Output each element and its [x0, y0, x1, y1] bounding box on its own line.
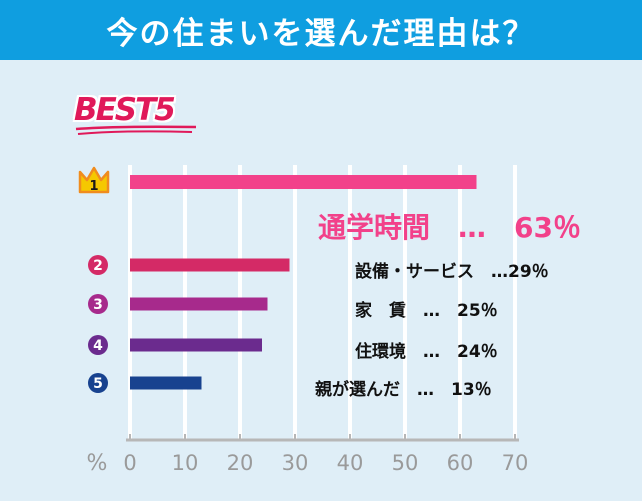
x-tick-label: 70 — [502, 451, 529, 475]
unit-label: % — [87, 451, 108, 476]
best5-text: BEST5 — [74, 92, 176, 128]
x-tick-label: 30 — [282, 451, 309, 475]
badge-underline-icon — [75, 125, 197, 135]
x-tick-label: 60 — [447, 451, 474, 475]
rank-number: 5 — [93, 376, 103, 392]
title-banner: 今の住まいを選んだ理由は？ — [0, 0, 642, 60]
bar-3 — [130, 297, 268, 311]
x-tick-label: 40 — [337, 451, 364, 475]
x-tick-label: 0 — [123, 451, 136, 475]
best5-badge: BEST5 — [74, 94, 199, 140]
rank-circle-icon — [88, 373, 108, 393]
bar-1 — [130, 175, 477, 189]
rank-number: 2 — [93, 258, 103, 274]
bar-2 — [130, 258, 290, 272]
rank-number: 1 — [89, 179, 98, 194]
crown-icon — [78, 166, 110, 194]
x-tick-label: 20 — [227, 451, 254, 475]
rank-number: 4 — [93, 338, 103, 354]
bar-label-4: 住環境 … 24％ — [355, 342, 498, 362]
x-tick-label: 50 — [392, 451, 419, 475]
bar-label-2: 設備・サービス …29％ — [355, 262, 549, 282]
x-tick-label: 10 — [172, 451, 199, 475]
bar-label-1: 通学時間 … 63％ — [318, 211, 581, 244]
rank-circle-icon — [88, 294, 108, 314]
bar-5 — [130, 376, 202, 390]
rank-circle-icon — [88, 335, 108, 355]
bar-4 — [130, 338, 262, 352]
rank-number: 3 — [93, 297, 103, 313]
page-title: 今の住まいを選んだ理由は？ — [106, 15, 536, 52]
bar-label-3: 家 賃 … 25％ — [355, 301, 498, 321]
bar-label-5: 親が選んだ … 13％ — [315, 380, 492, 400]
rank-circle-icon — [88, 255, 108, 275]
